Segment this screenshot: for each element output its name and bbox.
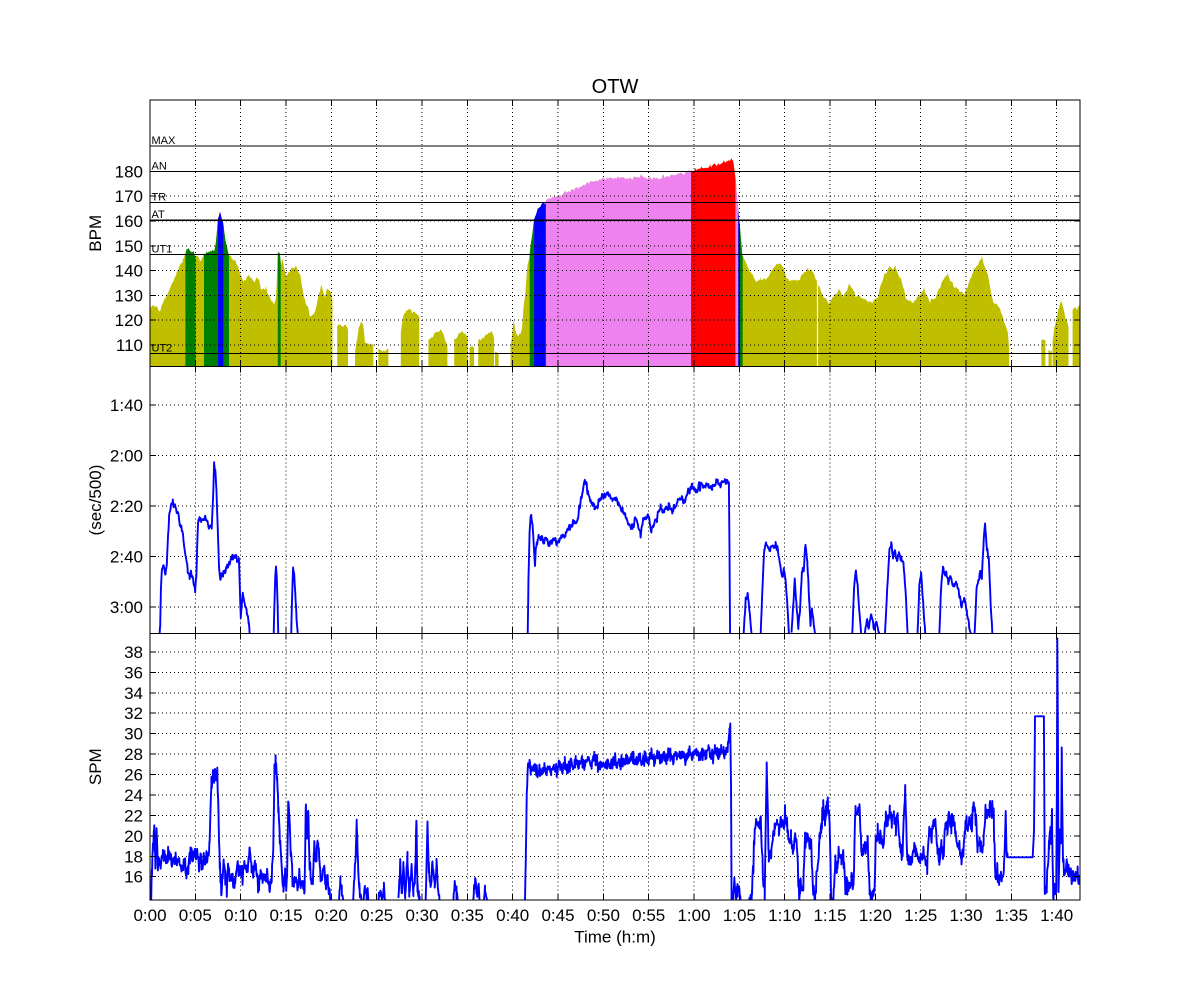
svg-text:26: 26 bbox=[124, 766, 143, 785]
svg-text:2:40: 2:40 bbox=[110, 547, 143, 566]
svg-text:0:30: 0:30 bbox=[405, 906, 438, 925]
svg-text:AT: AT bbox=[152, 209, 166, 221]
svg-text:AN: AN bbox=[152, 161, 167, 173]
svg-text:0:50: 0:50 bbox=[587, 906, 620, 925]
svg-text:180: 180 bbox=[115, 162, 143, 181]
svg-text:3:00: 3:00 bbox=[110, 598, 143, 617]
svg-text:0:15: 0:15 bbox=[269, 906, 302, 925]
svg-text:0:45: 0:45 bbox=[541, 906, 574, 925]
svg-text:1:00: 1:00 bbox=[677, 906, 710, 925]
svg-text:1:25: 1:25 bbox=[904, 906, 937, 925]
svg-text:18: 18 bbox=[124, 847, 143, 866]
svg-text:2:00: 2:00 bbox=[110, 447, 143, 466]
svg-text:(sec/500): (sec/500) bbox=[86, 465, 105, 536]
svg-text:0:55: 0:55 bbox=[632, 906, 665, 925]
svg-text:1:40: 1:40 bbox=[110, 396, 143, 415]
svg-text:0:10: 0:10 bbox=[224, 906, 257, 925]
svg-text:150: 150 bbox=[115, 237, 143, 256]
svg-text:1:30: 1:30 bbox=[949, 906, 982, 925]
svg-text:0:25: 0:25 bbox=[360, 906, 393, 925]
svg-text:36: 36 bbox=[124, 663, 143, 682]
svg-text:SPM: SPM bbox=[86, 748, 105, 785]
svg-text:OTW: OTW bbox=[592, 76, 639, 98]
svg-text:1:35: 1:35 bbox=[995, 906, 1028, 925]
svg-text:170: 170 bbox=[115, 187, 143, 206]
svg-text:32: 32 bbox=[124, 704, 143, 723]
svg-text:2:20: 2:20 bbox=[110, 497, 143, 516]
svg-text:34: 34 bbox=[124, 684, 143, 703]
svg-text:UT2: UT2 bbox=[152, 343, 173, 355]
svg-text:1:15: 1:15 bbox=[813, 906, 846, 925]
svg-text:0:00: 0:00 bbox=[133, 906, 166, 925]
svg-text:1:20: 1:20 bbox=[859, 906, 892, 925]
svg-text:1:40: 1:40 bbox=[1040, 906, 1073, 925]
svg-text:24: 24 bbox=[124, 786, 143, 805]
svg-text:0:20: 0:20 bbox=[315, 906, 348, 925]
svg-text:120: 120 bbox=[115, 311, 143, 330]
svg-text:110: 110 bbox=[116, 336, 143, 355]
svg-text:20: 20 bbox=[124, 827, 143, 846]
svg-text:Time (h:m): Time (h:m) bbox=[574, 928, 656, 947]
svg-text:0:40: 0:40 bbox=[496, 906, 529, 925]
svg-text:BPM: BPM bbox=[86, 215, 105, 252]
svg-text:16: 16 bbox=[124, 868, 143, 887]
svg-text:0:35: 0:35 bbox=[451, 906, 484, 925]
svg-text:140: 140 bbox=[115, 262, 143, 281]
svg-text:38: 38 bbox=[124, 643, 143, 662]
svg-text:0:05: 0:05 bbox=[179, 906, 212, 925]
svg-text:UT1: UT1 bbox=[152, 244, 173, 256]
svg-text:30: 30 bbox=[124, 725, 143, 744]
svg-text:160: 160 bbox=[115, 212, 143, 231]
svg-text:TR: TR bbox=[152, 191, 167, 203]
svg-text:130: 130 bbox=[115, 286, 143, 305]
svg-text:1:05: 1:05 bbox=[723, 906, 756, 925]
svg-text:28: 28 bbox=[124, 745, 143, 764]
svg-text:22: 22 bbox=[124, 806, 143, 825]
svg-text:MAX: MAX bbox=[152, 135, 177, 147]
svg-text:1:10: 1:10 bbox=[768, 906, 801, 925]
